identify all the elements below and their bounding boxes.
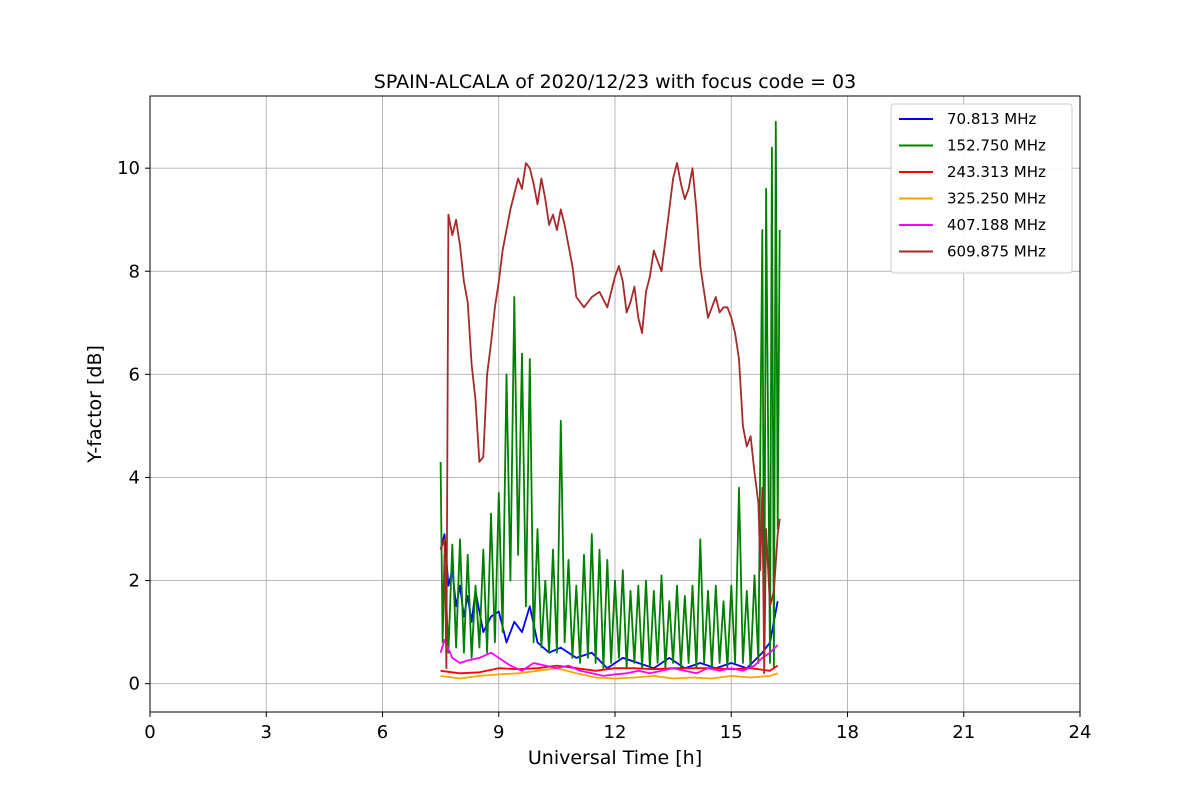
legend-entry: 609.875 MHz: [899, 243, 1046, 261]
x-tick-label: 15: [720, 722, 743, 743]
x-tick-label: 24: [1069, 722, 1092, 743]
x-tick-label: 21: [952, 722, 975, 743]
x-tick-label: 6: [377, 722, 388, 743]
y-tick-label: 6: [129, 364, 140, 385]
chart-title: SPAIN-ALCALA of 2020/12/23 with focus co…: [374, 71, 856, 93]
series-line-3: [440, 667, 778, 680]
x-tick-label: 3: [261, 722, 272, 743]
x-axis: 0 3 6 9 12 15 18 21 24: [144, 712, 1091, 743]
legend: 70.813 MHz 152.750 MHz 243.313 MHz 325.250 …: [890, 103, 1073, 274]
series-group: [439, 120, 781, 680]
y-axis-label: Y-factor [dB]: [84, 345, 106, 464]
legend-label: 152.750 MHz: [947, 137, 1046, 155]
y-tick-label: 10: [117, 158, 140, 179]
y-tick-label: 0: [129, 674, 140, 695]
legend-frame: [890, 103, 1073, 274]
series-line-4: [439, 638, 779, 677]
y-axis: 0 2 4 6 8 10: [117, 158, 150, 695]
legend-entry: 243.313 MHz: [899, 163, 1046, 181]
series-line-2: [440, 664, 779, 675]
legend-entry: 407.188 MHz: [899, 216, 1046, 234]
legend-label: 70.813 MHz: [947, 110, 1036, 128]
series-line-5: [439, 162, 781, 675]
legend-label: 407.188 MHz: [947, 216, 1046, 234]
legend-entry: 325.250 MHz: [899, 190, 1046, 208]
x-axis-label: Universal Time [h]: [528, 747, 702, 769]
legend-entry: 70.813 MHz: [899, 110, 1036, 128]
legend-label: 325.250 MHz: [947, 190, 1046, 208]
y-tick-label: 2: [129, 571, 140, 592]
series-line-1: [439, 120, 781, 670]
legend-entry: 152.750 MHz: [899, 137, 1046, 155]
legend-label: 243.313 MHz: [947, 163, 1046, 181]
x-tick-label: 18: [836, 722, 859, 743]
x-tick-label: 12: [604, 722, 627, 743]
y-tick-label: 8: [129, 261, 140, 282]
y-tick-label: 4: [129, 467, 140, 488]
x-tick-label: 9: [493, 722, 504, 743]
legend-label: 609.875 MHz: [947, 243, 1046, 261]
x-tick-label: 0: [144, 722, 155, 743]
